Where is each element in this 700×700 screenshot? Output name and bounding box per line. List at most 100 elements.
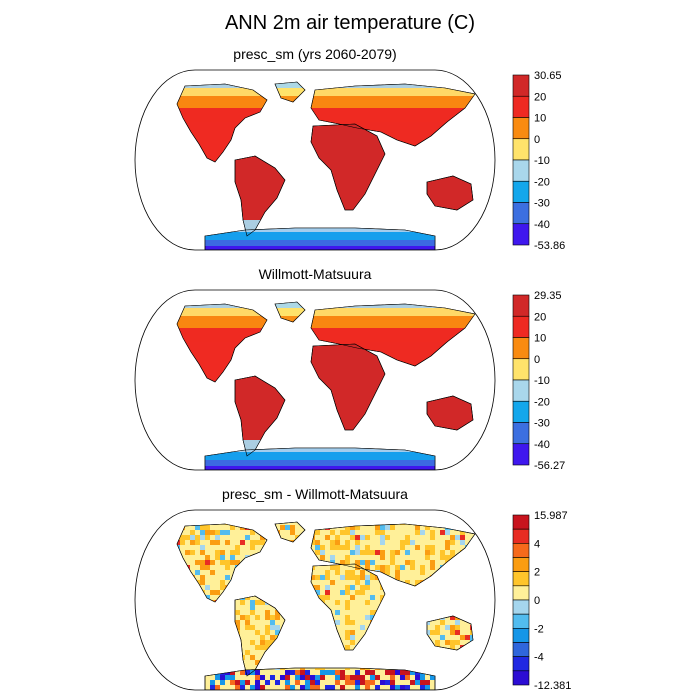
band-2 <box>177 96 475 108</box>
anomaly-cell <box>195 535 200 540</box>
colorbar-2: 29.35 20 10 0 -10 -20 -30 -40 -56.27 <box>512 290 565 472</box>
anomaly-cell <box>265 640 270 645</box>
anomaly-cell <box>360 675 365 680</box>
anomaly-cell <box>420 530 425 535</box>
anomaly-cell <box>145 670 150 675</box>
anomaly-cell <box>245 670 250 675</box>
anomaly-cell <box>260 600 265 605</box>
colorbar-label: -40 <box>534 219 550 231</box>
anomaly-cell <box>210 560 215 565</box>
anomaly-cell <box>235 620 240 625</box>
band-6 <box>177 240 475 246</box>
anomaly-cell <box>340 530 345 535</box>
anomaly-cell <box>320 545 325 550</box>
anomaly-cell <box>485 530 490 535</box>
anomaly-cell <box>330 580 335 585</box>
anomaly-cell <box>370 575 375 580</box>
anomaly-cell <box>365 670 370 675</box>
anomaly-cell <box>370 595 375 600</box>
anomaly-cell <box>340 545 345 550</box>
anomaly-cell <box>340 560 345 565</box>
colorbar-segment <box>512 528 530 544</box>
anomaly-cell <box>220 580 225 585</box>
band-1 <box>177 308 475 316</box>
anomaly-cell <box>425 555 430 560</box>
anomaly-cell <box>485 650 490 655</box>
panel-3-title: presc_sm - Willmott-Matsuura <box>222 486 408 502</box>
anomaly-cell <box>430 565 435 570</box>
colorbar-label: 30.65 <box>534 70 562 82</box>
anomaly-cell <box>220 560 225 565</box>
anomaly-cell <box>235 685 240 690</box>
anomaly-cell <box>235 625 240 630</box>
anomaly-cell <box>490 675 495 680</box>
anomaly-cell <box>490 510 495 515</box>
main-title: ANN 2m air temperature (C) <box>224 12 476 34</box>
anomaly-cell <box>345 570 350 575</box>
land-layer <box>176 301 476 470</box>
anomaly-cell <box>205 525 210 530</box>
anomaly-cell <box>225 560 230 565</box>
colorbar-3: 15.987 4 2 0 -2 -4 -12.381 <box>512 510 571 692</box>
anomaly-cell <box>370 615 375 620</box>
anomaly-cell <box>320 670 325 675</box>
anomaly-cell <box>345 575 350 580</box>
anomaly-cell <box>325 670 330 675</box>
anomaly-cell <box>450 540 455 545</box>
colorbar-label: 2 <box>534 567 540 579</box>
anomaly-cell <box>345 605 350 610</box>
anomaly-cell <box>445 545 450 550</box>
colorbar-segment <box>512 599 530 615</box>
anomaly-cell <box>200 530 205 535</box>
anomaly-cell <box>450 535 455 540</box>
anomaly-cell <box>215 685 220 690</box>
colorbar-label: 20 <box>534 91 546 103</box>
anomaly-cell <box>420 565 425 570</box>
anomaly-cell <box>265 610 270 615</box>
anomaly-cell <box>345 620 350 625</box>
anomaly-cell <box>390 555 395 560</box>
anomaly-cell <box>475 520 480 525</box>
anomaly-cell <box>445 555 450 560</box>
colorbar-label: 4 <box>534 538 540 550</box>
anomaly-cell <box>155 675 160 680</box>
anomaly-cell <box>365 600 370 605</box>
anomaly-cell <box>135 560 140 565</box>
anomaly-cell <box>455 535 460 540</box>
anomaly-cell <box>270 640 275 645</box>
anomaly-cell <box>220 555 225 560</box>
colorbar-segment <box>512 379 530 402</box>
anomaly-cell <box>250 670 255 675</box>
anomaly-cell <box>250 640 255 645</box>
anomaly-cell <box>230 680 235 685</box>
anomaly-cell <box>355 680 360 685</box>
colorbar-segment <box>512 159 530 182</box>
colorbar-segment <box>512 585 530 601</box>
anomaly-cell <box>405 580 410 585</box>
anomaly-cell <box>355 535 360 540</box>
anomaly-cell <box>350 585 355 590</box>
anomaly-cell <box>410 670 415 675</box>
anomaly-cell <box>270 620 275 625</box>
anomaly-cell <box>315 575 320 580</box>
anomaly-cell <box>360 585 365 590</box>
anomaly-cell <box>360 680 365 685</box>
anomaly-cell <box>365 565 370 570</box>
anomaly-cell <box>200 580 205 585</box>
anomaly-cell <box>190 530 195 535</box>
anomaly-cell <box>485 670 490 675</box>
anomaly-cell <box>220 530 225 535</box>
anomaly-cell <box>385 670 390 675</box>
colorbar-label: 0 <box>534 595 540 607</box>
anomaly-cell <box>415 530 420 535</box>
anomaly-cell <box>355 565 360 570</box>
anomaly-cell <box>480 685 485 690</box>
anomaly-cell <box>195 525 200 530</box>
anomaly-cell <box>385 525 390 530</box>
anomaly-cell <box>380 530 385 535</box>
anomaly-cell <box>170 685 175 690</box>
anomaly-cell <box>350 550 355 555</box>
anomaly-cell <box>210 540 215 545</box>
anomaly-cell <box>465 515 470 520</box>
anomaly-cell <box>405 535 410 540</box>
